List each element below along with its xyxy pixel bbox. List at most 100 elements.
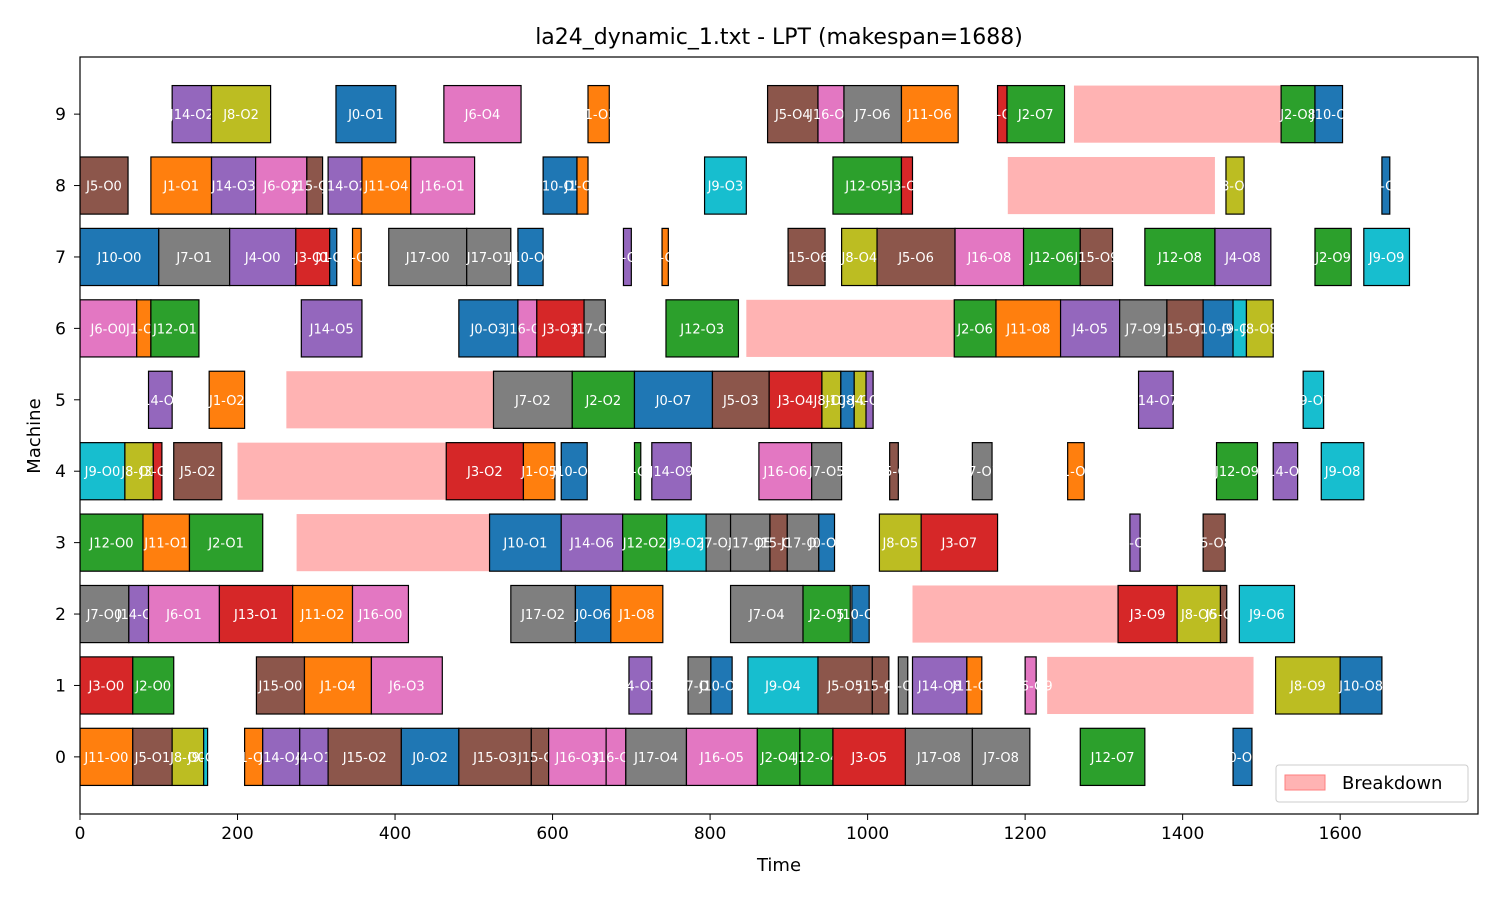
task-bar (1202, 299, 1234, 358)
task-label: J1-O2 (338, 251, 375, 266)
task-label: J15-O7 (1162, 322, 1207, 337)
breakdown-layer (237, 85, 1282, 715)
task-bar (124, 442, 154, 501)
task-label: J8-O8 (1241, 322, 1278, 337)
task-label: J8-O2 (222, 108, 259, 123)
task-bar (548, 727, 607, 787)
task-bar (897, 656, 909, 715)
task-bar (458, 299, 519, 358)
task-label: J2-O7 (1017, 108, 1054, 123)
task-bar (210, 156, 257, 215)
task-label: J5-O9 (1205, 608, 1242, 623)
task-label: J12-O1 (152, 322, 197, 337)
task-bar (628, 656, 653, 715)
task-label: J0-O8 (1224, 751, 1261, 766)
y-tick-label: 1 (55, 676, 66, 696)
legend-swatch-breakdown (1284, 774, 1326, 791)
task-bar (878, 513, 922, 572)
task-bar (80, 299, 138, 358)
task-bar (1314, 227, 1352, 287)
task-label: J0-O0 (314, 251, 351, 266)
task-label: J1-O5 (564, 180, 601, 195)
task-bar (488, 513, 562, 572)
task-label: J12-O9 (1214, 465, 1259, 480)
task-bar (1144, 227, 1216, 287)
task-label: J11-O1 (143, 537, 188, 552)
y-tick-label: 3 (55, 534, 66, 554)
x-tick-label: 200 (221, 824, 253, 844)
task-label: J9-O4 (764, 679, 801, 694)
task-label: J12-O8 (1157, 251, 1202, 266)
y-axis-label: Machine (24, 398, 45, 473)
x-tick-label: 1400 (1161, 824, 1204, 844)
task-bar (445, 442, 525, 501)
task-label: J13-O1 (233, 608, 278, 623)
task-bar (443, 84, 522, 144)
task-label: J15-O4 (292, 180, 337, 195)
task-bar (1272, 442, 1299, 501)
task-bar (865, 370, 874, 429)
task-label: J3-O5 (850, 751, 887, 766)
task-label: J5-O2 (179, 465, 216, 480)
task-label: J12-O5 (844, 180, 889, 195)
task-bar (1215, 442, 1259, 501)
task-bar (173, 442, 223, 501)
task-label: J9-O3 (707, 180, 744, 195)
task-bar (80, 727, 134, 787)
task-label: J2-O3 (619, 465, 656, 480)
task-bar (622, 513, 668, 572)
task-label: J1-O1 (162, 180, 199, 195)
task-label: J1-O8 (618, 608, 655, 623)
task-label: J9-O7 (1295, 394, 1332, 409)
task-label: J4-O6 (851, 394, 888, 409)
task-label: J12-O6 (1029, 251, 1074, 266)
x-tick-label: 1000 (846, 824, 889, 844)
task-bar (633, 442, 642, 501)
task-bar (729, 584, 804, 644)
task-label: J8-O6 (1180, 608, 1217, 623)
task-label: J14-O9 (1262, 465, 1307, 480)
task-label: J11-O7 (951, 679, 996, 694)
x-tick-label: 600 (536, 824, 568, 844)
task-label: J8-O1 (120, 465, 157, 480)
task-label: J17-O3 (572, 322, 617, 337)
task-bar (768, 370, 823, 429)
task-bar (306, 156, 324, 215)
task-label: J4-O7 (1116, 537, 1153, 552)
task-label: J6-O2 (262, 180, 299, 195)
task-label: J3-O7 (941, 537, 978, 552)
task-bar (1079, 727, 1146, 787)
task-bar (1067, 442, 1085, 501)
task-bar (971, 727, 1031, 787)
task-label: J16-O3 (554, 751, 599, 766)
task-label: J5-O1 (134, 751, 171, 766)
task-label: J3-O0 (88, 679, 125, 694)
task-bar (966, 656, 983, 715)
task-label: J5-O5 (826, 679, 863, 694)
task-bar (400, 727, 460, 787)
task-label: J8-O7 (1216, 180, 1253, 195)
task-label: J3-O1 (294, 251, 331, 266)
task-label: J17-O2 (520, 608, 565, 623)
task-bar (303, 656, 373, 715)
task-bar (576, 156, 589, 215)
task-bar (1238, 584, 1296, 644)
task-bar (147, 370, 173, 429)
task-label: J1-O4 (319, 679, 356, 694)
task-bar (1274, 656, 1341, 715)
task-bar (152, 442, 163, 501)
task-label: J2-O1 (207, 537, 244, 552)
task-label: J17-O6 (780, 537, 825, 552)
task-label: J14-O8 (917, 679, 962, 694)
task-label: J11-O8 (1005, 322, 1050, 337)
y-tick-label: 5 (55, 391, 66, 411)
task-label: J5-O0 (85, 180, 122, 195)
task-bar (171, 84, 213, 144)
task-label: J12-O4 (793, 751, 838, 766)
task-bar (458, 727, 532, 787)
task-bar (80, 656, 134, 715)
task-bar (756, 727, 801, 787)
task-label: J2-O9 (1314, 251, 1351, 266)
task-label: J15-O0 (257, 679, 302, 694)
task-bar (625, 727, 688, 787)
